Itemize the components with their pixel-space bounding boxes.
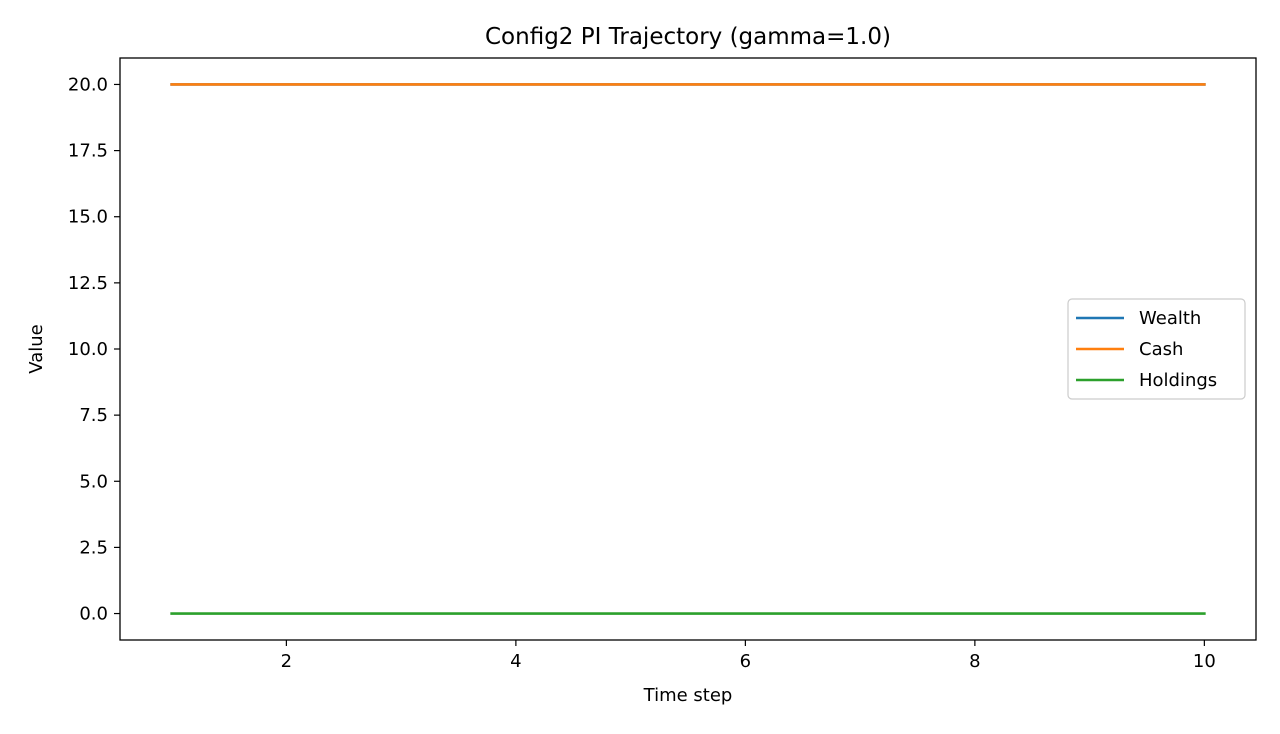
legend: Wealth Cash Holdings bbox=[1067, 298, 1246, 400]
y-tick-label: 5.0 bbox=[79, 471, 108, 492]
y-tick-label: 12.5 bbox=[68, 273, 108, 294]
legend-box bbox=[1067, 298, 1246, 400]
y-tick-label: 20.0 bbox=[68, 74, 108, 95]
x-tick-label: 2 bbox=[281, 651, 292, 672]
y-tick-label: 15.0 bbox=[68, 207, 108, 228]
y-tick-label: 17.5 bbox=[68, 141, 108, 162]
y-axis-label: Value bbox=[26, 324, 47, 373]
x-tick-label: 4 bbox=[510, 651, 521, 672]
x-tick-label: 6 bbox=[740, 651, 751, 672]
legend-label-cash: Cash bbox=[1139, 339, 1183, 360]
y-tick-label: 7.5 bbox=[79, 405, 108, 426]
plot-frame bbox=[119, 57, 1257, 641]
legend-label-wealth: Wealth bbox=[1139, 308, 1201, 329]
x-tick-label: 10 bbox=[1193, 651, 1216, 672]
y-tick-label: 0.0 bbox=[79, 604, 108, 625]
y-tick-label: 10.0 bbox=[68, 339, 108, 360]
chart-title: Config2 PI Trajectory (gamma=1.0) bbox=[485, 24, 891, 50]
y-tick-label: 2.5 bbox=[79, 537, 108, 558]
x-tick-label: 8 bbox=[969, 651, 980, 672]
x-axis-label: Time step bbox=[643, 685, 733, 706]
legend-label-holdings: Holdings bbox=[1139, 370, 1217, 391]
